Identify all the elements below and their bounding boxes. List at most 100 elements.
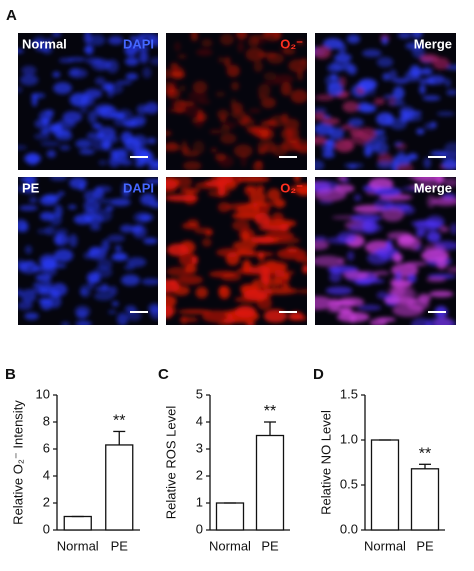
cell <box>399 106 415 118</box>
cell <box>443 177 456 188</box>
cell <box>187 218 199 227</box>
cell <box>114 245 122 252</box>
cell <box>350 214 382 222</box>
bar <box>105 444 134 531</box>
y-tick-label: 2 <box>196 467 203 482</box>
cell <box>33 36 47 45</box>
cell <box>120 274 140 286</box>
cell <box>94 185 112 193</box>
cell <box>258 83 271 98</box>
cell <box>113 116 126 127</box>
cell <box>166 294 177 308</box>
cell <box>225 252 240 266</box>
cell <box>62 111 83 123</box>
cells <box>166 177 307 325</box>
cell <box>194 114 205 128</box>
cell <box>404 70 421 82</box>
cell <box>376 291 388 300</box>
cell <box>49 177 68 181</box>
cell <box>223 56 231 68</box>
cell <box>248 108 261 113</box>
cell <box>91 58 110 71</box>
x-tick-label: PE <box>111 538 129 553</box>
cell <box>392 86 405 100</box>
cell <box>328 127 344 140</box>
cell <box>58 57 74 64</box>
cell <box>18 301 33 311</box>
cell <box>69 67 81 76</box>
cell <box>111 198 131 207</box>
cell <box>18 86 23 93</box>
cell <box>435 177 444 185</box>
cell <box>178 252 197 267</box>
significance: ** <box>419 446 431 463</box>
cell <box>388 69 398 82</box>
cell <box>337 231 357 244</box>
bar <box>215 502 245 531</box>
cell <box>52 71 61 78</box>
cell <box>88 246 101 256</box>
cell <box>97 258 113 270</box>
cell <box>39 211 55 221</box>
cell <box>264 80 281 86</box>
y-tick-label: 1 <box>196 494 203 509</box>
cell <box>347 64 357 76</box>
cell <box>201 237 212 247</box>
cell <box>166 305 177 315</box>
cell <box>110 253 129 262</box>
cell <box>274 74 295 84</box>
cell <box>393 77 409 84</box>
cell <box>184 104 200 117</box>
y-tick-label: 10 <box>36 386 50 401</box>
cell <box>107 36 124 45</box>
cell <box>184 264 197 274</box>
cell <box>327 63 343 73</box>
cell <box>407 153 418 161</box>
cell <box>247 265 271 274</box>
cells <box>166 33 307 170</box>
cell <box>217 109 229 119</box>
cell <box>436 257 448 270</box>
cell <box>173 99 186 114</box>
cell <box>236 177 271 183</box>
cell <box>444 78 451 88</box>
cell <box>26 152 40 166</box>
cell <box>315 111 326 121</box>
cell <box>79 284 91 298</box>
cell <box>54 233 63 246</box>
cell <box>37 290 56 296</box>
y-tick-label: 8 <box>43 413 50 428</box>
cell <box>209 129 223 134</box>
cell <box>257 141 268 152</box>
cell <box>106 59 119 74</box>
cell <box>19 205 38 211</box>
cell <box>426 75 446 85</box>
cell <box>21 289 37 303</box>
cell <box>127 118 146 128</box>
cell <box>251 278 262 290</box>
cell <box>294 289 307 294</box>
cell <box>256 128 275 140</box>
cell <box>220 133 237 145</box>
cell <box>341 124 354 131</box>
cell <box>215 91 226 97</box>
cell <box>425 317 456 325</box>
cell <box>315 136 327 145</box>
cell <box>170 62 179 71</box>
cell <box>235 204 260 215</box>
cell <box>416 128 425 135</box>
cell <box>257 184 265 195</box>
row-label: Normal <box>22 36 67 51</box>
cell <box>419 54 440 63</box>
cell <box>369 318 388 325</box>
cell <box>144 102 158 114</box>
y-tick-label: 1.5 <box>340 386 358 401</box>
cell <box>263 71 277 81</box>
cell <box>232 240 258 250</box>
cell <box>288 316 307 321</box>
cell <box>170 80 178 94</box>
cell <box>253 39 266 45</box>
cell <box>426 277 446 282</box>
cell <box>424 122 437 130</box>
cell <box>24 312 39 320</box>
